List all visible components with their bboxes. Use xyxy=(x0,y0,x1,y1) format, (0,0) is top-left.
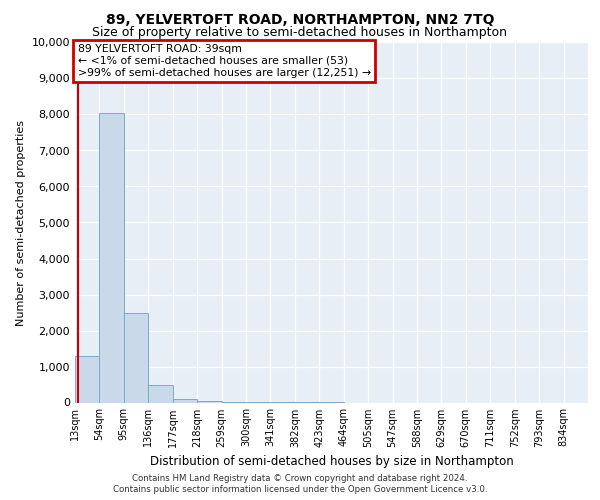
Text: 89 YELVERTOFT ROAD: 39sqm
← <1% of semi-detached houses are smaller (53)
>99% of: 89 YELVERTOFT ROAD: 39sqm ← <1% of semi-… xyxy=(77,44,371,78)
Bar xyxy=(124,312,148,402)
Text: Size of property relative to semi-detached houses in Northampton: Size of property relative to semi-detach… xyxy=(92,26,508,39)
Bar xyxy=(75,356,100,403)
Text: Contains HM Land Registry data © Crown copyright and database right 2024.
Contai: Contains HM Land Registry data © Crown c… xyxy=(113,474,487,494)
Bar xyxy=(173,399,197,402)
Y-axis label: Number of semi-detached properties: Number of semi-detached properties xyxy=(16,120,26,326)
Bar xyxy=(148,385,173,402)
X-axis label: Distribution of semi-detached houses by size in Northampton: Distribution of semi-detached houses by … xyxy=(149,455,514,468)
Bar xyxy=(197,400,221,402)
Bar xyxy=(100,112,124,403)
Text: 89, YELVERTOFT ROAD, NORTHAMPTON, NN2 7TQ: 89, YELVERTOFT ROAD, NORTHAMPTON, NN2 7T… xyxy=(106,12,494,26)
